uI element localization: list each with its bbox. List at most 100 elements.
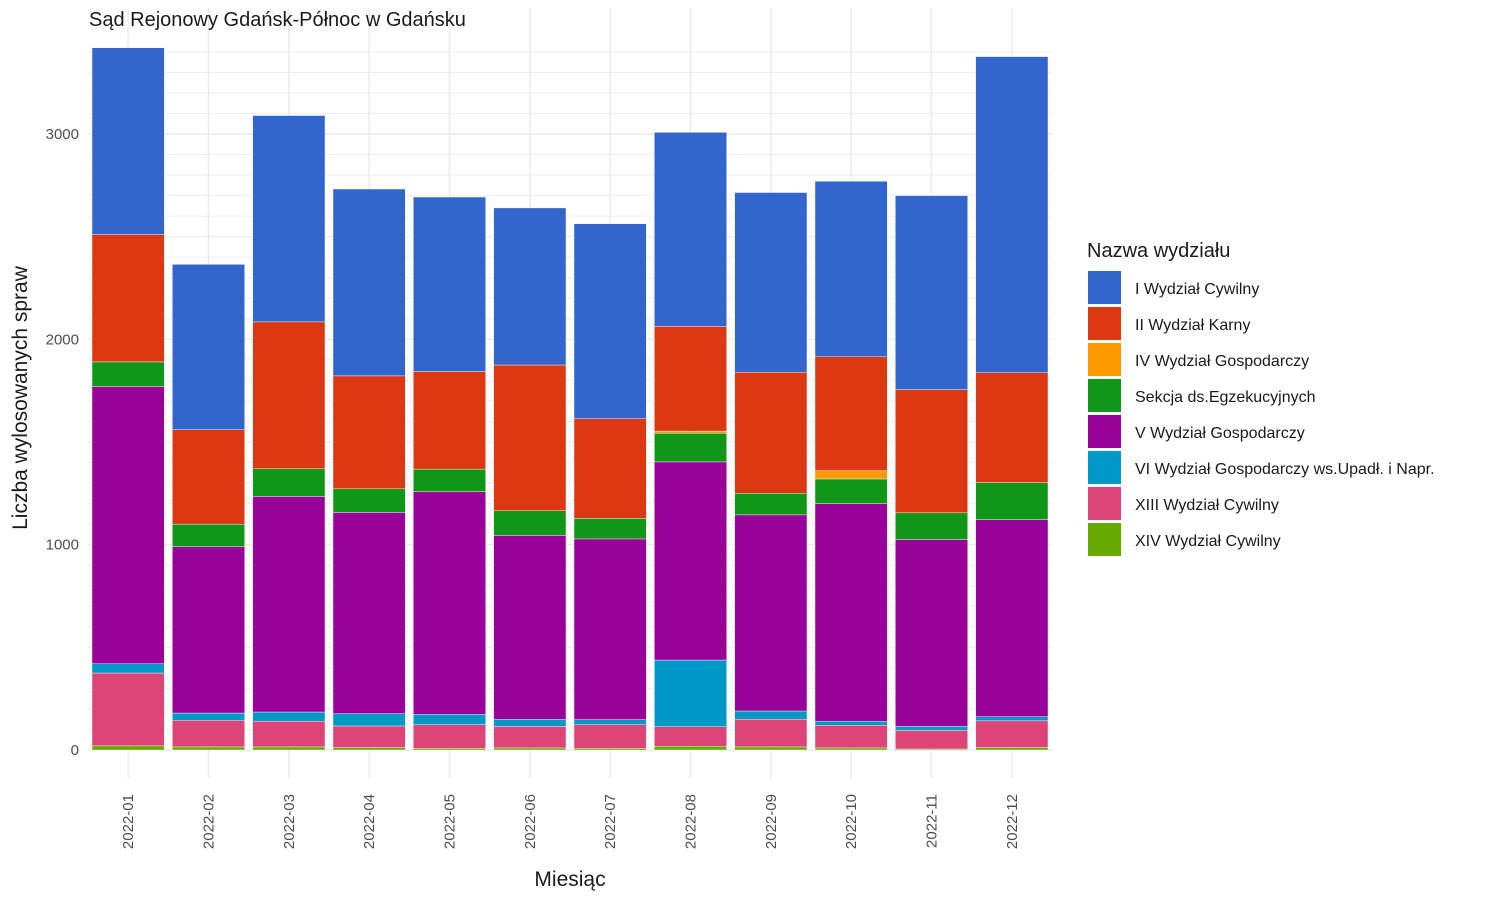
legend-label: I Wydział Cywilny [1135, 281, 1259, 298]
bar-segment [814, 721, 888, 726]
legend-swatch [1088, 271, 1121, 304]
bar-segment [895, 195, 968, 390]
bar-segment [252, 721, 326, 748]
bar-segment [814, 181, 888, 357]
bar-segment [814, 503, 888, 722]
bar-stack-2022-03 [252, 115, 326, 751]
bar-stack-2022-08 [654, 132, 727, 751]
minor-gridlines [88, 51, 1052, 730]
bar-segment [172, 746, 245, 751]
x-tick-label: 2022-02 [201, 794, 218, 849]
bar-segment [91, 47, 165, 235]
bar-stack-2022-02 [172, 264, 245, 751]
bar-segment [91, 361, 165, 387]
bar-segment [573, 518, 647, 540]
bar-stack-2022-07 [573, 223, 647, 751]
bar-segment [975, 716, 1049, 722]
bar-segment [654, 461, 727, 661]
y-tick-label: 1000 [46, 537, 79, 554]
bar-segment [172, 429, 245, 525]
bar-segment [975, 747, 1049, 751]
legend-swatch [1088, 379, 1121, 412]
bar-segment [734, 514, 808, 712]
legend-swatch [1088, 415, 1121, 448]
bar-segment [814, 478, 888, 504]
legend-label: V Wydział Gospodarczy [1135, 425, 1305, 442]
bar-segment [654, 726, 727, 747]
bar-segment [172, 720, 245, 748]
bar-segment [413, 724, 486, 749]
legend-swatch [1088, 487, 1121, 520]
bar-segment [975, 372, 1049, 483]
bar-segment [91, 745, 165, 751]
bar-segment [734, 371, 808, 494]
bar-segment [895, 539, 968, 727]
legend-swatch [1088, 523, 1121, 556]
bar-segment [654, 659, 727, 727]
bar-segment [332, 725, 406, 748]
legend-label: IV Wydział Gospodarczy [1135, 353, 1309, 370]
bar-segment [734, 746, 808, 751]
bar-stack-2022-04 [332, 188, 406, 751]
bar-segment [172, 523, 245, 547]
bar-segment [493, 535, 567, 720]
x-tick-label: 2022-05 [442, 794, 459, 849]
bar-segment [252, 711, 326, 722]
y-axis-title: Liczba wylosowanych spraw [9, 265, 32, 530]
x-tick-label: 2022-11 [924, 794, 941, 848]
bar-segment [654, 326, 727, 432]
bar-segment [814, 356, 888, 471]
legend-label: XIV Wydział Cywilny [1135, 533, 1281, 550]
y-tick-label: 2000 [46, 331, 79, 348]
bar-stack-2022-12 [975, 56, 1049, 751]
bar-segment [654, 746, 727, 751]
bar-segment [493, 747, 567, 751]
bar-segment [91, 663, 165, 674]
bar-segment [252, 468, 326, 497]
legend-swatch [1088, 451, 1121, 484]
bar-segment [91, 234, 165, 363]
bar-segment [573, 724, 647, 749]
bar-segment [413, 748, 486, 751]
y-tick-label: 0 [71, 742, 79, 759]
bar-segment [413, 196, 486, 372]
bar-stack-2022-10 [814, 181, 888, 751]
bar-segment [734, 493, 808, 516]
legend-title: Nazwa wydziału [1087, 240, 1230, 262]
bar-stack-2022-05 [413, 196, 486, 751]
bar-segment [895, 726, 968, 731]
bar-segment [573, 538, 647, 720]
bar-segment [332, 512, 406, 714]
bar-segment [493, 207, 567, 366]
bar-segment [172, 264, 245, 430]
x-tick-label: 2022-12 [1004, 794, 1021, 849]
bar-segment [573, 748, 647, 751]
x-tick-label: 2022-10 [843, 794, 860, 849]
bar-segment [332, 713, 406, 727]
bar-segment [493, 726, 567, 749]
legend-swatch [1088, 343, 1121, 376]
bar-segment [252, 321, 326, 469]
bar-segment [413, 371, 486, 470]
bar-segment [573, 719, 647, 725]
y-tick-labels: 0 1000 2000 3000 [46, 126, 79, 759]
bar-segment [734, 710, 808, 720]
x-tick-label: 2022-07 [602, 794, 619, 849]
bar-segment [252, 746, 326, 751]
bar-segment [975, 519, 1049, 717]
bar-segment [413, 468, 486, 492]
bar-segment [332, 375, 406, 490]
bar-segment [573, 418, 647, 519]
bar-segment [172, 546, 245, 714]
legend-label: XIII Wydział Cywilny [1135, 497, 1279, 514]
bar-segment [413, 491, 486, 715]
x-tick-label: 2022-04 [361, 794, 378, 849]
bar-segment [975, 482, 1049, 520]
bar-stack-2022-11 [895, 195, 968, 751]
chart-title: Sąd Rejonowy Gdańsk-Północ w Gdańsku [89, 9, 466, 31]
bar-segment [975, 720, 1049, 748]
bar-segment [654, 132, 727, 327]
bar-segment [814, 747, 888, 751]
bar-segment [895, 730, 968, 750]
